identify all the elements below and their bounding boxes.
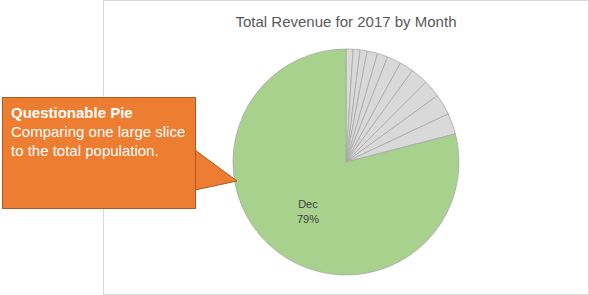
pie — [233, 49, 459, 275]
callout: Questionable PieComparing one large slic… — [2, 97, 196, 209]
data-label: 79% — [297, 213, 319, 225]
callout-title: Questionable Pie — [11, 103, 187, 122]
callout-text: Comparing one large slice to the total p… — [11, 123, 185, 159]
chart-title: Total Revenue for 2017 by Month — [236, 13, 457, 30]
callout-pointer — [195, 150, 237, 190]
category-label: Dec — [298, 198, 318, 210]
pie-slice — [233, 49, 459, 275]
